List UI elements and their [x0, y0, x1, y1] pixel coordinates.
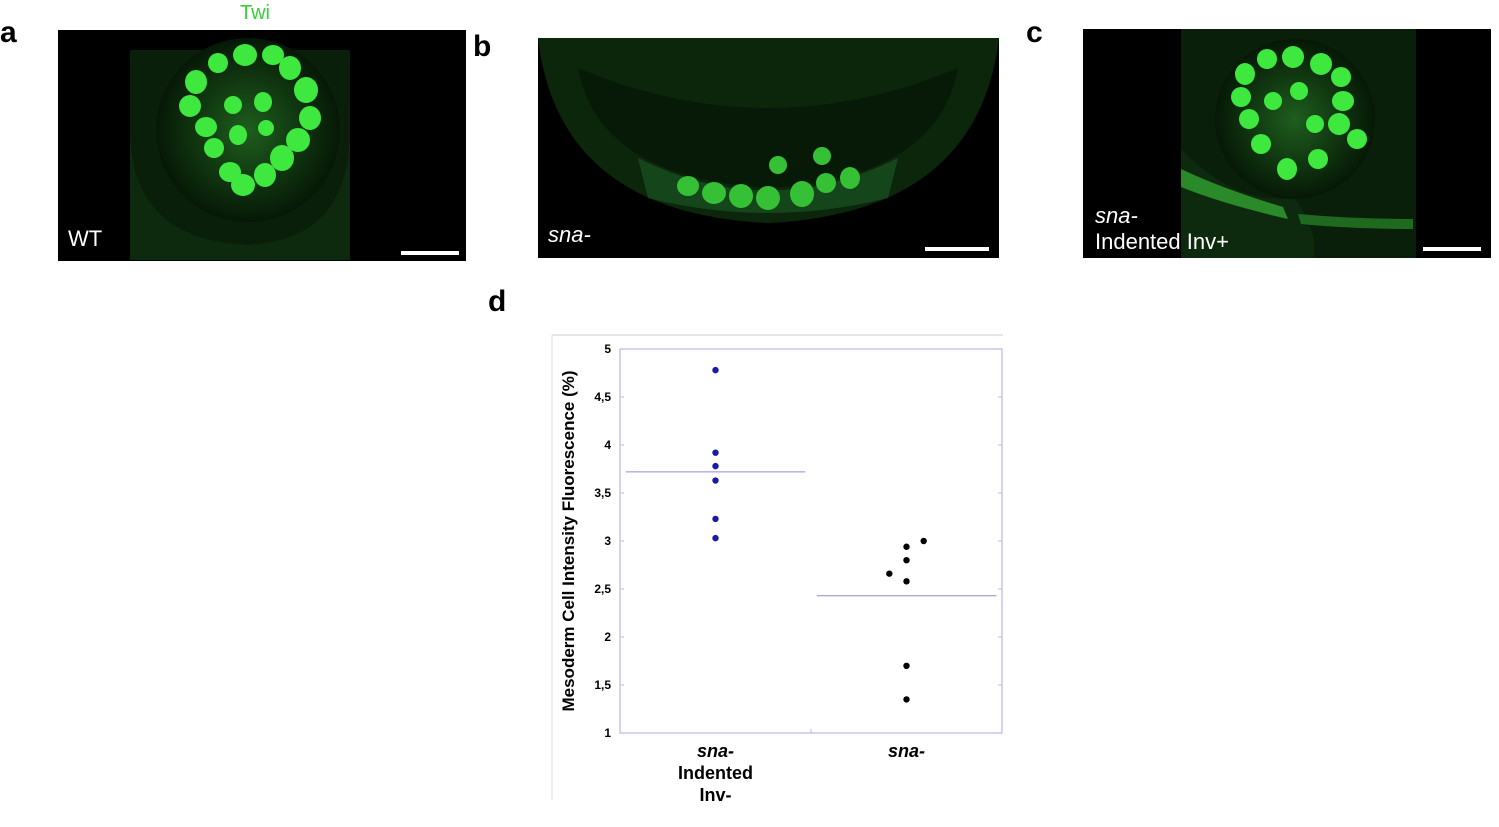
data-point — [903, 557, 910, 564]
panel-letter-a: a — [0, 16, 17, 49]
y-tick-label: 4 — [604, 438, 611, 452]
data-point — [712, 462, 719, 470]
y-tick-label: 4,5 — [594, 390, 611, 404]
genotype-label-c-line2: Indented Inv+ — [1095, 229, 1229, 254]
y-tick-label: 5 — [604, 342, 611, 356]
stain-label-twi: Twi — [240, 2, 270, 24]
data-point — [712, 477, 719, 484]
y-tick-label: 2,5 — [594, 582, 611, 596]
scale-bar-c — [1423, 247, 1481, 251]
y-axis-ticks: 1 1,5 2 2,5 3 3,5 4 4,5 5 — [594, 342, 1002, 740]
panel-letter-d: d — [488, 285, 507, 318]
genotype-label-b: sna- — [548, 222, 591, 247]
x-category-label: sna- — [697, 741, 734, 761]
data-point — [712, 534, 719, 542]
scale-bar-a — [401, 251, 459, 255]
y-tick-label: 3,5 — [594, 486, 611, 500]
micrograph-c-image — [1181, 29, 1416, 258]
panel-letter-b: b — [473, 30, 492, 63]
x-category-label: Indented — [678, 763, 753, 783]
genotype-label-c-line1: sna- — [1095, 203, 1138, 228]
data-point — [712, 366, 719, 374]
data-points — [712, 366, 927, 703]
y-tick-label: 3 — [604, 534, 611, 548]
mean-lines — [625, 471, 997, 597]
x-category-label: Inv- — [699, 785, 731, 805]
genotype-label-a: WT — [68, 226, 103, 251]
panel-letter-c: c — [1026, 16, 1043, 49]
data-point — [903, 578, 910, 585]
micrograph-c: sna- Indented Inv+ — [1083, 29, 1491, 258]
data-point — [920, 537, 927, 545]
data-point — [903, 543, 910, 550]
data-point — [712, 515, 719, 523]
micrograph-a: WT — [58, 30, 466, 261]
micrograph-a-image — [130, 38, 350, 260]
data-point — [712, 449, 719, 456]
plot-area — [619, 348, 1003, 734]
data-point — [886, 570, 893, 577]
y-axis-label: Mesoderm Cell Intensity Fluorescence (%) — [559, 370, 578, 711]
y-tick-label: 1 — [604, 726, 611, 740]
x-category-label: sna- — [888, 741, 925, 761]
scale-bar-b — [925, 247, 989, 251]
data-point — [903, 662, 910, 669]
micrograph-b-image — [538, 38, 999, 223]
y-tick-label: 2 — [604, 630, 611, 644]
micrograph-b: sna- — [538, 38, 999, 258]
y-tick-label: 1,5 — [594, 678, 611, 692]
data-point — [903, 696, 910, 703]
